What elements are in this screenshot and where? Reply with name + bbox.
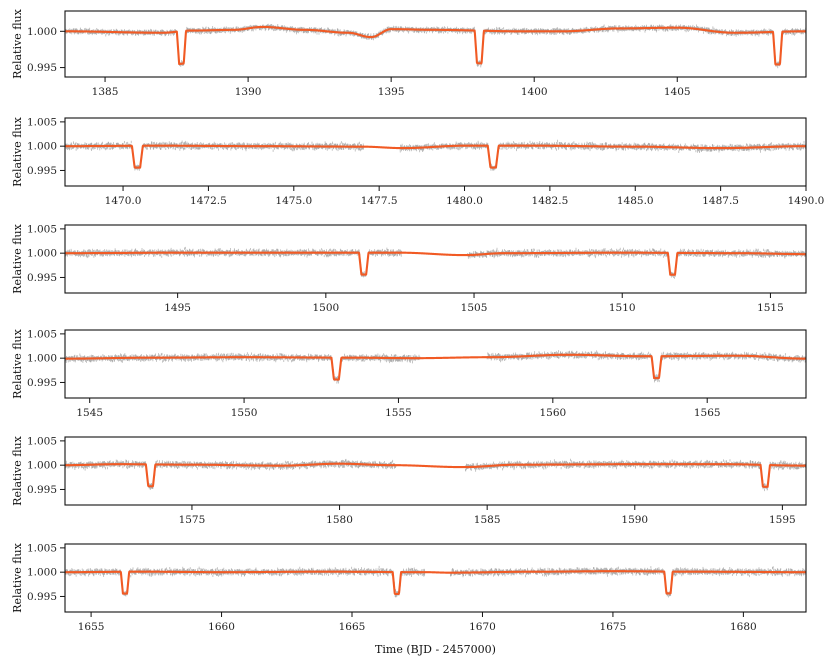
- x-tick-label: 1580: [326, 514, 353, 526]
- model-line: [65, 251, 806, 276]
- x-tick-label: 1487.5: [702, 195, 739, 207]
- x-tick-label: 1480.0: [446, 195, 483, 207]
- plot-frame: [64, 224, 807, 294]
- x-tick-label: 1385: [92, 86, 119, 98]
- x-tick-label: 1595: [769, 514, 796, 526]
- model-line: [65, 462, 806, 488]
- y-tick-label: 0.995: [27, 591, 57, 603]
- plot-frame: [64, 436, 807, 506]
- y-tick-label: 0.995: [27, 377, 57, 389]
- y-tick-label: 1.005: [27, 116, 57, 128]
- y-tick-label: 1.000: [27, 26, 57, 38]
- x-tick-label: 1660: [208, 621, 235, 633]
- y-tick-label: 1.000: [27, 567, 57, 579]
- x-tick-label: 1477.5: [361, 195, 398, 207]
- model-line: [65, 570, 806, 595]
- y-tick-label: 0.995: [27, 484, 57, 496]
- panel-3: 1495 1500 1505 1510 1515 0.995 1.000 1.005Relat…: [11, 223, 807, 314]
- plot-frame: [64, 117, 807, 187]
- panel-4: 1545 1550 1555 1560 1565 0.995 1.000 1.005Relat…: [11, 328, 807, 419]
- x-tick-label: 1482.5: [532, 195, 569, 207]
- y-tick-label: 1.005: [27, 328, 57, 340]
- y-tick-label: 1.000: [27, 460, 57, 472]
- x-tick-label: 1490.0: [788, 195, 825, 207]
- model-line: [65, 25, 806, 66]
- x-tick-label: 1400: [521, 86, 548, 98]
- x-tick-label: 1505: [461, 302, 488, 314]
- model-line: [65, 144, 806, 169]
- x-axis-label: Time (BJD - 2457000): [375, 643, 496, 656]
- y-axis-label: Relative flux: [11, 435, 24, 505]
- x-tick-label: 1472.5: [190, 195, 227, 207]
- x-tick-label: 1545: [76, 407, 103, 419]
- x-tick-label: 1670: [469, 621, 496, 633]
- y-axis-label: Relative flux: [11, 328, 24, 398]
- panel-6: 1655 1660 1665 1670 1675 1680 0.995 1.000 1.005R…: [11, 542, 807, 656]
- plot-frame: [64, 10, 807, 78]
- y-tick-label: 0.995: [27, 62, 57, 74]
- x-tick-label: 1475.0: [275, 195, 312, 207]
- model-line: [65, 353, 806, 381]
- panel-2: 1470.0 1472.5 1475.0 1477.5 1480.0 1482.5 1485…: [11, 116, 824, 207]
- y-tick-label: 1.005: [27, 223, 57, 235]
- y-axis-label: Relative flux: [11, 223, 24, 293]
- x-tick-label: 1555: [385, 407, 412, 419]
- y-tick-label: 1.000: [27, 353, 57, 365]
- x-tick-label: 1515: [757, 302, 784, 314]
- x-tick-label: 1390: [235, 86, 262, 98]
- y-axis-label: Relative flux: [11, 116, 24, 186]
- x-tick-label: 1665: [339, 621, 366, 633]
- x-tick-label: 1585: [474, 514, 501, 526]
- y-tick-label: 1.005: [27, 542, 57, 554]
- plot-frame: [64, 543, 807, 613]
- x-tick-label: 1495: [164, 302, 191, 314]
- x-tick-label: 1675: [600, 621, 627, 633]
- y-tick-label: 1.005: [27, 435, 57, 447]
- x-tick-label: 1405: [664, 86, 691, 98]
- x-tick-label: 1575: [179, 514, 206, 526]
- y-tick-label: 0.995: [27, 165, 57, 177]
- x-tick-label: 1560: [539, 407, 566, 419]
- x-tick-label: 1590: [621, 514, 648, 526]
- y-tick-label: 0.995: [27, 272, 57, 284]
- y-tick-label: 1.000: [27, 248, 57, 260]
- x-tick-label: 1510: [609, 302, 636, 314]
- y-axis-label: Relative flux: [11, 8, 24, 78]
- x-tick-label: 1565: [694, 407, 721, 419]
- plot-frame: [64, 329, 807, 399]
- x-tick-label: 1550: [231, 407, 258, 419]
- panel-5: 1575 1580 1585 1590 1595 0.995 1.000 1.005Relat…: [11, 435, 807, 526]
- y-axis-label: Relative flux: [11, 542, 24, 612]
- x-tick-label: 1395: [378, 86, 405, 98]
- x-tick-label: 1500: [312, 302, 339, 314]
- y-tick-label: 1.000: [27, 141, 57, 153]
- data-points: [65, 139, 806, 171]
- x-tick-label: 1485.0: [617, 195, 654, 207]
- x-tick-label: 1655: [78, 621, 105, 633]
- x-tick-label: 1470.0: [105, 195, 142, 207]
- x-tick-label: 1680: [730, 621, 757, 633]
